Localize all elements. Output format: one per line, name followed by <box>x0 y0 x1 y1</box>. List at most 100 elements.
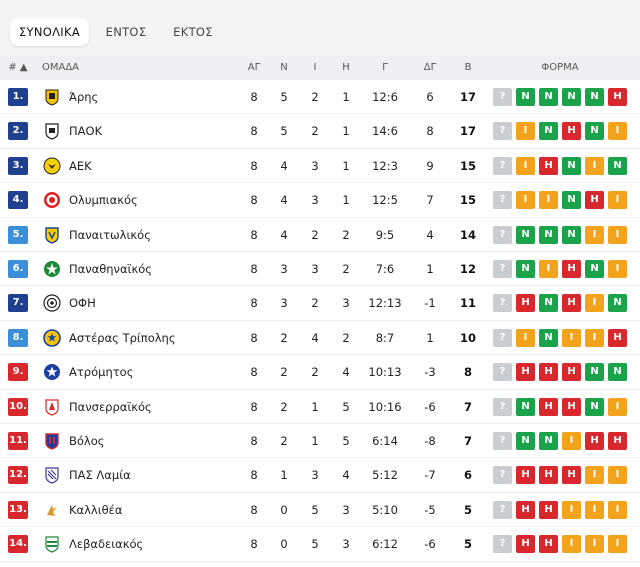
table-row[interactable]: 1. Άρης 8 5 2 1 12:6 6 17? N N N N H <box>0 80 640 115</box>
form-badge[interactable]: N <box>516 260 535 278</box>
form-badge[interactable]: ? <box>493 466 512 485</box>
form-badge[interactable]: N <box>562 88 581 106</box>
form-badge[interactable]: N <box>585 88 604 106</box>
form-badge[interactable]: H <box>539 156 558 175</box>
form-badge[interactable]: ? <box>493 260 512 278</box>
form-badge[interactable]: N <box>516 225 535 244</box>
form-badge[interactable]: H <box>562 363 581 382</box>
form-badge[interactable]: I <box>608 397 627 416</box>
form-badge[interactable]: H <box>562 466 581 485</box>
form-badge[interactable]: N <box>539 328 558 347</box>
form-badge[interactable]: I <box>516 122 535 141</box>
form-badge[interactable]: H <box>562 397 581 416</box>
form-badge[interactable]: I <box>585 466 604 485</box>
team-name[interactable]: ΠΑΟΚ <box>69 124 103 139</box>
form-badge[interactable]: H <box>516 363 535 382</box>
form-badge[interactable]: I <box>539 191 558 210</box>
form-badge[interactable]: N <box>585 363 604 382</box>
form-badge[interactable]: I <box>539 260 558 278</box>
header-rank-sort[interactable]: # ▲ <box>8 62 28 73</box>
form-badge[interactable]: H <box>516 294 535 313</box>
form-badge[interactable]: N <box>585 122 604 141</box>
form-badge[interactable]: N <box>585 260 604 278</box>
table-row[interactable]: 14. Λεβαδειακός 8 0 5 3 6:12 -6 5? H H I I I <box>0 527 640 562</box>
form-badge[interactable]: H <box>539 535 558 554</box>
table-row[interactable]: 11. Βόλος 8 2 1 5 6:14 -8 7? N N I H H <box>0 424 640 459</box>
table-row[interactable]: 5. Παναιτωλικός 8 4 2 2 9:5 4 14? N N N I I <box>0 218 640 252</box>
form-badge[interactable]: I <box>585 225 604 244</box>
form-badge[interactable]: H <box>539 500 558 519</box>
form-badge[interactable]: ? <box>493 294 512 313</box>
form-badge[interactable]: N <box>539 294 558 313</box>
form-badge[interactable]: N <box>585 397 604 416</box>
form-badge[interactable]: H <box>608 328 627 347</box>
form-badge[interactable]: N <box>608 363 627 382</box>
form-badge[interactable]: H <box>608 88 627 106</box>
form-badge[interactable]: N <box>562 156 581 175</box>
form-badge[interactable]: N <box>539 88 558 106</box>
form-badge[interactable]: N <box>516 88 535 106</box>
form-badge[interactable]: H <box>539 466 558 485</box>
team-name[interactable]: ΑΕΚ <box>69 158 92 173</box>
form-badge[interactable]: I <box>516 328 535 347</box>
tab-home[interactable]: ΕΝΤΟΣ <box>105 25 147 39</box>
form-badge[interactable]: H <box>608 432 627 450</box>
form-badge[interactable]: ? <box>493 500 512 519</box>
form-badge[interactable]: I <box>585 294 604 313</box>
form-badge[interactable]: I <box>608 260 627 278</box>
team-name[interactable]: ΟΦΗ <box>69 296 96 311</box>
form-badge[interactable]: N <box>516 432 535 450</box>
team-name[interactable]: Λεβαδειακός <box>69 537 144 552</box>
form-badge[interactable]: I <box>585 156 604 175</box>
form-badge[interactable]: H <box>539 397 558 416</box>
form-badge[interactable]: H <box>516 466 535 485</box>
form-badge[interactable]: ? <box>493 225 512 244</box>
team-name[interactable]: Βόλος <box>69 434 105 448</box>
form-badge[interactable]: I <box>608 500 627 519</box>
form-badge[interactable]: I <box>562 328 581 347</box>
form-badge[interactable]: ? <box>493 535 512 554</box>
form-badge[interactable]: ? <box>493 156 512 175</box>
form-badge[interactable]: I <box>608 191 627 210</box>
form-badge[interactable]: H <box>562 122 581 141</box>
form-badge[interactable]: H <box>562 260 581 278</box>
table-row[interactable]: 8. Αστέρας Τρίπολης 8 2 4 2 8:7 1 10? I N I I H <box>0 321 640 356</box>
form-badge[interactable]: N <box>539 122 558 141</box>
form-badge[interactable]: H <box>562 294 581 313</box>
form-badge[interactable]: ? <box>493 122 512 141</box>
form-badge[interactable]: I <box>585 328 604 347</box>
form-badge[interactable]: H <box>516 500 535 519</box>
form-badge[interactable]: ? <box>493 397 512 416</box>
form-badge[interactable]: N <box>516 397 535 416</box>
team-name[interactable]: Αστέρας Τρίπολης <box>69 330 176 345</box>
form-badge[interactable]: I <box>516 191 535 210</box>
table-row[interactable]: 9. Ατρόμητος 8 2 2 4 10:13 -3 8? H H H N N <box>0 355 640 390</box>
form-badge[interactable]: N <box>539 225 558 244</box>
form-badge[interactable]: I <box>585 535 604 554</box>
team-name[interactable]: ΠΑΣ Λαμία <box>69 468 131 483</box>
form-badge[interactable]: H <box>585 191 604 210</box>
form-badge[interactable]: ? <box>493 191 512 210</box>
team-name[interactable]: Άρης <box>69 90 99 104</box>
form-badge[interactable]: N <box>608 156 627 175</box>
tab-overall[interactable]: ΣΥΝΟΛΙΚΑ <box>10 18 89 46</box>
table-row[interactable]: 3. ΑΕΚ 8 4 3 1 12:3 9 15? I H N I N <box>0 149 640 184</box>
form-badge[interactable]: ? <box>493 363 512 382</box>
form-badge[interactable]: I <box>608 225 627 244</box>
team-name[interactable]: Ατρόμητος <box>69 365 134 380</box>
team-name[interactable]: Παναθηναϊκός <box>69 262 153 276</box>
form-badge[interactable]: I <box>516 156 535 175</box>
tab-away[interactable]: ΕΚΤΟΣ <box>173 25 213 39</box>
table-row[interactable]: 6. Παναθηναϊκός 8 3 3 2 7:6 1 12? N I H N I <box>0 252 640 287</box>
form-badge[interactable]: H <box>516 535 535 554</box>
form-badge[interactable]: N <box>539 432 558 450</box>
team-name[interactable]: Καλλιθέα <box>69 502 123 517</box>
team-name[interactable]: Παναιτωλικός <box>69 227 151 242</box>
form-badge[interactable]: I <box>608 466 627 485</box>
form-badge[interactable]: H <box>585 432 604 450</box>
form-badge[interactable]: I <box>562 535 581 554</box>
form-badge[interactable]: I <box>585 500 604 519</box>
form-badge[interactable]: H <box>539 363 558 382</box>
form-badge[interactable]: ? <box>493 432 512 450</box>
table-row[interactable]: 12. ΠΑΣ Λαμία 8 1 3 4 5:12 -7 6? H H H I I <box>0 458 640 493</box>
